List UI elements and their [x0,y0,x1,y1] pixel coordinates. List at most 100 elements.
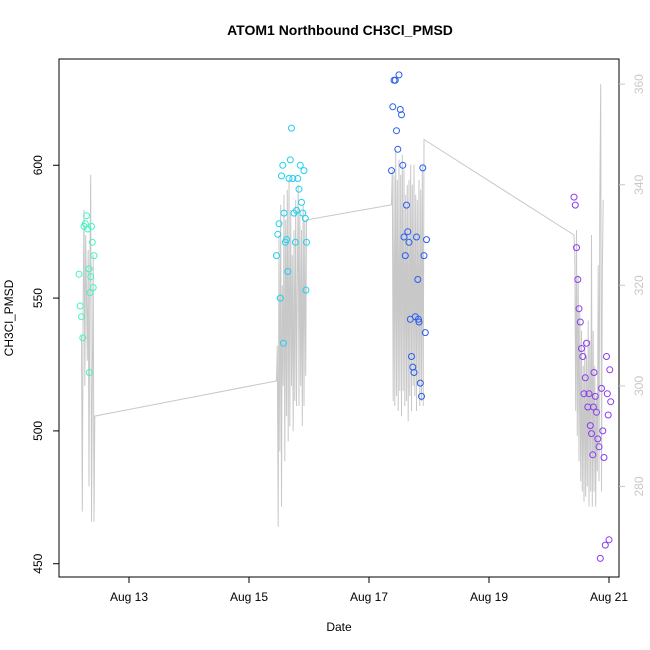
data-point [605,536,613,544]
data-point [301,214,309,222]
data-point [405,238,413,246]
data-point [399,161,407,169]
data-point [273,252,280,260]
data-point [571,201,579,209]
data-point [599,427,607,435]
data-point [275,220,283,228]
data-point [408,353,415,360]
y2-tick-label: 360 [632,74,646,94]
data-point [285,175,293,182]
data-point [595,443,603,451]
y-axis-label: CH3Cl_PMSD [2,279,16,356]
y2-tick-label: 280 [632,476,646,496]
y-tick-label: 450 [31,553,45,573]
data-point [388,167,395,175]
data-point [398,111,405,119]
data-point [88,222,95,230]
data-point [570,193,578,201]
data-point [298,198,305,206]
data-point [76,302,84,310]
data-point [414,315,422,323]
data-point [293,206,300,214]
secondary-line-layer [81,84,604,527]
data-point [589,403,597,411]
y2-tick-label: 340 [632,174,646,194]
data-point [279,161,287,169]
data-point [86,289,94,297]
data-point [89,284,97,291]
data-point [300,167,308,175]
x-tick-label: Aug 19 [470,590,508,604]
plot-frame [58,58,620,578]
data-point [601,541,609,549]
data-point [394,145,402,153]
data-point [87,273,95,281]
data-point [573,244,580,252]
data-point [274,230,282,238]
data-point [389,103,397,111]
data-point [291,238,299,246]
data-point [413,233,420,241]
data-point [395,71,403,79]
data-point [410,369,418,376]
data-point [588,430,595,438]
data-point [594,435,602,443]
data-point [575,305,583,313]
data-point [603,390,611,398]
data-point [75,270,83,278]
data-point [280,209,288,217]
data-point [578,345,585,352]
data-point [589,451,597,459]
data-point [606,366,614,374]
data-point [586,422,594,430]
data-point [414,276,422,283]
data-point [391,76,399,84]
data-point [393,127,400,135]
data-point [90,252,98,260]
data-point [415,318,423,326]
data-point [418,392,425,400]
data-point [278,172,285,180]
data-point [598,384,605,392]
data-point [574,276,582,283]
data-point [295,185,303,193]
y-tick-label: 550 [31,288,45,308]
data-point [604,411,612,419]
y2-tick-label: 300 [632,376,646,396]
data-point [83,212,90,220]
data-point [420,252,428,260]
y2-tick-label: 320 [632,275,646,295]
data-point [403,201,410,209]
points-layer [75,71,615,562]
chart-title: ATOM1 Northbound CH3Cl_PMSD [227,22,453,38]
data-point [85,265,93,273]
y2-axis: 280 300 320 340 360 [619,74,646,496]
data-point [416,379,424,387]
data-point [581,374,589,382]
data-point [85,369,93,376]
data-point [303,238,310,246]
x-axis: Aug 13 Aug 15 Aug 17 Aug 19 Aug 21 [110,577,628,604]
data-point [585,390,593,398]
data-point [294,175,302,182]
y-tick-label: 500 [31,421,45,441]
data-point [284,268,292,275]
data-point [607,398,615,406]
data-point [279,339,287,347]
x-tick-label: Aug 17 [350,590,388,604]
data-point [288,124,295,132]
data-point [419,164,427,172]
data-point [603,353,610,360]
y-axis: 450 500 550 600 [31,155,59,574]
data-point [78,313,85,321]
data-point [283,236,290,244]
x-tick-label: Aug 15 [230,590,268,604]
data-point [579,353,587,360]
y-tick-label: 600 [31,155,45,175]
data-point [289,175,297,182]
x-tick-label: Aug 21 [590,590,628,604]
data-point [576,318,584,326]
data-point [79,334,87,342]
data-point [400,233,408,241]
